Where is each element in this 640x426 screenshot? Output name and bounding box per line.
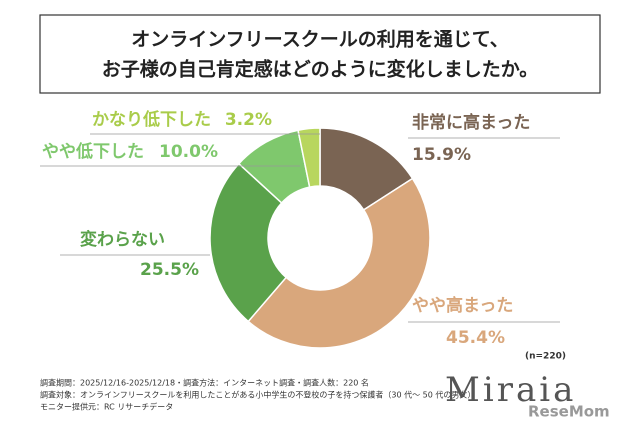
sample-size: (n=220) xyxy=(525,352,566,362)
category-label: かなり低下した xyxy=(92,109,211,130)
value-label: 45.4% xyxy=(446,328,505,348)
category-label: 変わらない xyxy=(80,229,165,250)
category-label: 非常に高まった xyxy=(412,112,530,133)
note: 調査期間：2025/12/16-2025/12/18・調査方法：インターネット調… xyxy=(40,378,369,388)
value-label: 25.5% xyxy=(140,260,199,280)
logo: Miraia xyxy=(445,370,576,410)
note: モニター提供元：RC リサーチデータ xyxy=(40,402,173,412)
title-box xyxy=(39,14,601,94)
slice xyxy=(297,127,321,188)
note: 調査対象：オンラインフリースクールを利用したことがある小中学生の不登校の子を持つ… xyxy=(40,390,475,400)
slice xyxy=(247,177,431,349)
category-label: やや高まった xyxy=(412,295,513,316)
chart-title: オンラインフリースクールの利用を通じて、 xyxy=(131,29,509,51)
slice xyxy=(209,162,288,323)
value-label: 3.2% xyxy=(225,110,272,130)
category-label: やや低下した xyxy=(42,141,144,162)
watermark: ReseMom xyxy=(528,403,610,421)
value-label: 15.9% xyxy=(412,145,471,165)
chart-title: お子様の自己肯定感はどのように変化しましたか。 xyxy=(102,58,539,81)
value-label: 10.0% xyxy=(159,142,218,162)
